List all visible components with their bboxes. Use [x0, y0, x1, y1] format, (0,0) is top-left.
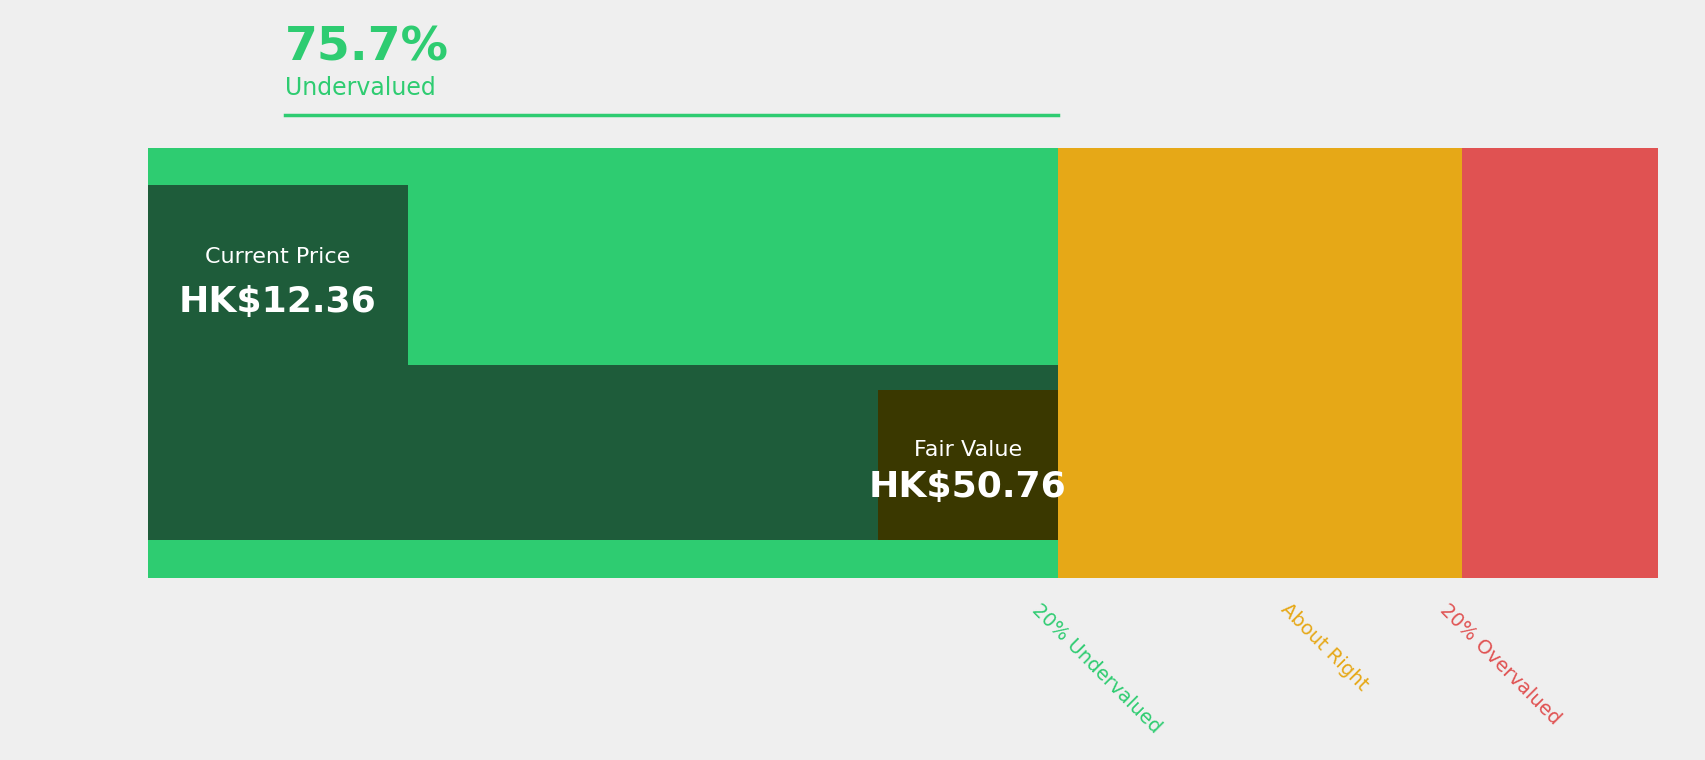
Bar	[1461, 365, 1657, 540]
Bar	[148, 540, 1057, 578]
Bar	[148, 148, 1057, 185]
Text: Current Price: Current Price	[205, 247, 351, 267]
Text: 75.7%: 75.7%	[285, 26, 448, 71]
Bar	[148, 185, 1057, 365]
Text: 20% Undervalued: 20% Undervalued	[1028, 600, 1165, 736]
Text: About Right: About Right	[1275, 600, 1371, 695]
Bar	[878, 390, 1057, 540]
Text: HK$12.36: HK$12.36	[179, 285, 377, 319]
Bar	[148, 365, 1057, 540]
Bar	[1057, 540, 1461, 578]
Bar	[1057, 365, 1461, 540]
Bar	[1057, 185, 1461, 365]
Text: Fair Value: Fair Value	[914, 440, 1021, 460]
Bar	[1461, 540, 1657, 578]
Bar	[1461, 185, 1657, 365]
Bar	[1461, 148, 1657, 185]
Bar	[148, 185, 407, 365]
Text: HK$50.76: HK$50.76	[868, 470, 1066, 505]
Text: 20% Overvalued: 20% Overvalued	[1436, 600, 1563, 728]
Bar	[1057, 148, 1461, 185]
Text: Undervalued: Undervalued	[285, 76, 435, 100]
